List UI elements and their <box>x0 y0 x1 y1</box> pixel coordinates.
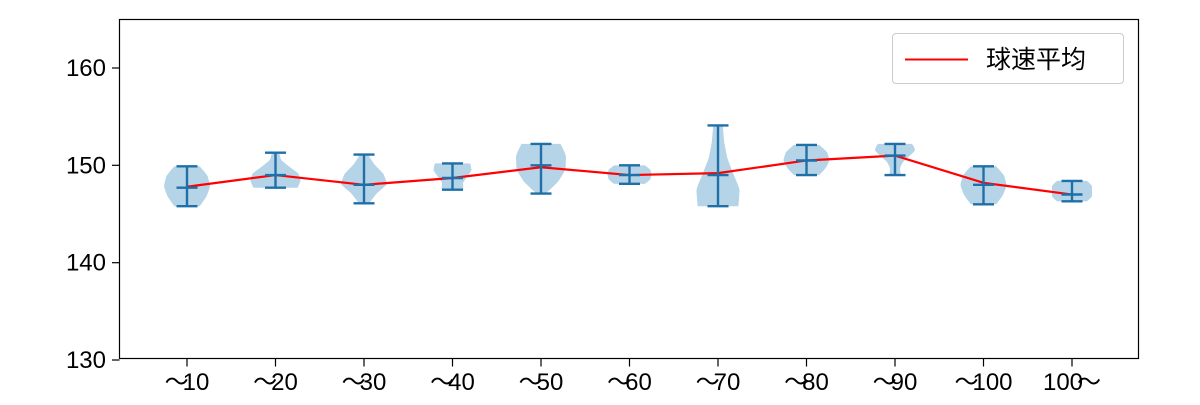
svg-text:～80: ～80 <box>784 369 829 396</box>
svg-text:球速平均: 球速平均 <box>986 46 1086 74</box>
svg-text:～60: ～60 <box>607 369 652 396</box>
svg-text:～10: ～10 <box>165 369 210 396</box>
svg-text:160: 160 <box>66 55 106 82</box>
svg-text:～40: ～40 <box>430 369 475 396</box>
svg-text:～100: ～100 <box>954 369 1012 396</box>
svg-text:150: 150 <box>66 152 106 179</box>
svg-text:～50: ～50 <box>519 369 564 396</box>
svg-text:～70: ～70 <box>696 369 741 396</box>
svg-text:130: 130 <box>66 347 106 374</box>
svg-text:140: 140 <box>66 250 106 277</box>
svg-text:～90: ～90 <box>873 369 918 396</box>
svg-text:～30: ～30 <box>342 369 387 396</box>
svg-text:100～: 100～ <box>1043 369 1101 396</box>
svg-text:～20: ～20 <box>253 369 298 396</box>
